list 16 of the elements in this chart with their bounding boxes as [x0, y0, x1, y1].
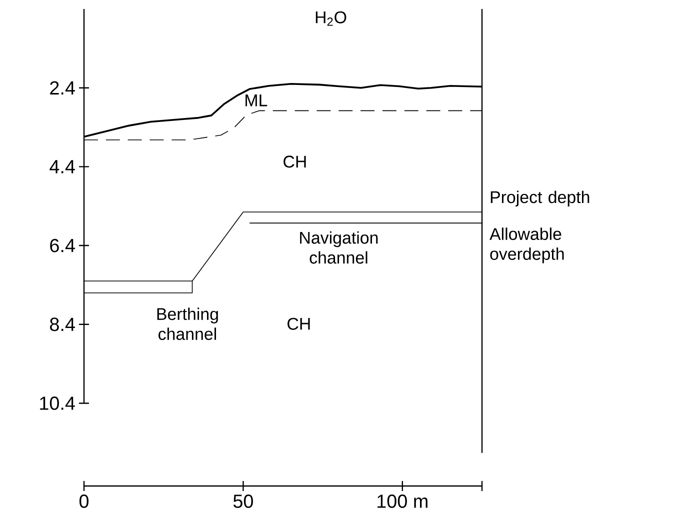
- y-tick-label: 2.4: [50, 81, 75, 94]
- x-tick-label: 50: [233, 494, 253, 508]
- y-tick-label: 6.4: [50, 238, 75, 252]
- series-label: Project depth: [490, 190, 590, 207]
- x-tick-label: 0: [79, 494, 89, 508]
- y-tick-label: 10.4: [40, 396, 75, 410]
- y-tick-label: 4.4: [50, 160, 75, 174]
- y-tick-label: 8.4: [50, 318, 75, 332]
- series-label: Allowable overdepth: [490, 228, 564, 264]
- annotation: CH: [284, 156, 306, 168]
- x-tick-label: 100 m: [378, 494, 428, 508]
- annotation: CH: [288, 318, 310, 330]
- series-label: ML: [246, 94, 268, 106]
- annotation: Navigation channel: [300, 231, 378, 264]
- annotation: Berthing channel: [157, 308, 218, 340]
- annotation: H$_{2}$O: [316, 11, 346, 26]
